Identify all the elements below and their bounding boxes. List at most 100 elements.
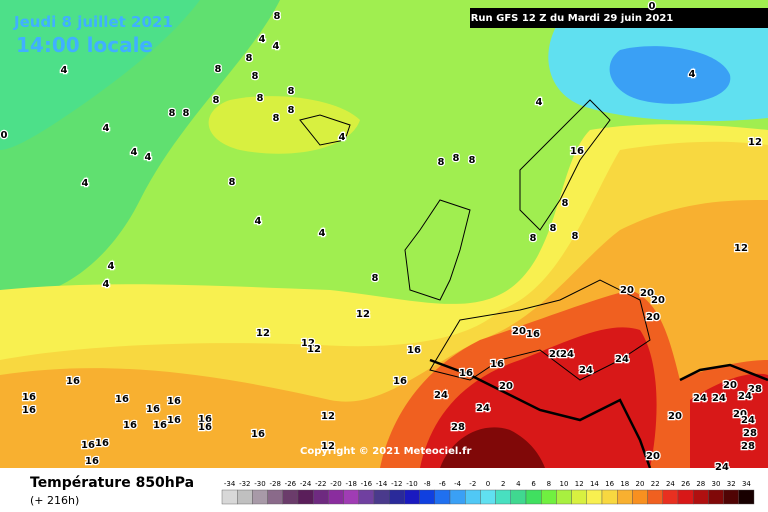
contour-label: 4 (82, 178, 89, 189)
scale-swatch (480, 489, 496, 505)
contour-label: 0 (649, 1, 656, 12)
scale-swatch (601, 489, 618, 505)
contour-label: 28 (743, 428, 757, 439)
time-label: 14:00 locale (16, 33, 153, 57)
scale-swatch (693, 489, 709, 505)
coastline (299, 99, 651, 381)
contour-label: 16 (167, 415, 181, 426)
contour-label: 16 (407, 345, 421, 356)
contour-label: 4 (103, 123, 110, 134)
contour-label: 20 (651, 295, 665, 306)
scale-swatch (586, 489, 603, 505)
contour-label: 16 (85, 456, 99, 467)
scale-swatch (282, 489, 299, 505)
scale-swatch (662, 489, 679, 505)
contour-label: 20 (668, 411, 682, 422)
contour-label: 8 (274, 11, 281, 22)
scale-label: 30 (712, 480, 721, 488)
scale-label: 0 (486, 480, 490, 488)
contour-label: 4 (103, 279, 110, 290)
scale-swatch (297, 489, 314, 505)
warm-patch (208, 96, 360, 154)
contour-label: 16 (490, 359, 504, 370)
contour-label: 4 (108, 261, 115, 272)
scale-swatch (343, 489, 360, 505)
contour-label: 8 (229, 177, 236, 188)
contour-label: 0 (1, 130, 8, 141)
contour-label: 12 (748, 137, 762, 148)
contour-label: 20 (620, 285, 634, 296)
contour-label: 28 (741, 441, 755, 452)
scale-swatch (556, 489, 572, 505)
contour-label: 16 (459, 368, 473, 379)
contour-label: 8 (469, 155, 476, 166)
scale-swatch (510, 489, 527, 505)
contour-label: 24 (560, 349, 574, 360)
scale-label: -6 (439, 480, 447, 488)
scale-swatch (495, 489, 512, 505)
contour-label: 24 (715, 462, 729, 473)
contour-label: 20 (512, 326, 526, 337)
contour-label: 8 (183, 108, 190, 119)
scale-swatch (419, 489, 436, 505)
contour-label: 4 (536, 97, 543, 108)
cool-zone (0, 0, 200, 150)
contour-label: 8 (453, 153, 460, 164)
scale-label: 6 (531, 480, 536, 488)
scale-swatch (373, 489, 390, 505)
contour-label: 16 (526, 329, 540, 340)
contour-label: 8 (562, 198, 569, 209)
contour-label: 16 (66, 376, 80, 387)
scale-label: -32 (239, 480, 250, 488)
scale-label: -26 (285, 480, 297, 488)
scale-swatch (647, 489, 663, 505)
contour-label: 4 (131, 147, 138, 158)
date-label: Jeudi 8 juillet 2021 (13, 13, 173, 31)
scale-label: 14 (590, 480, 599, 488)
contour-label: 16 (393, 376, 407, 387)
cold-core (609, 46, 731, 104)
scale-label: -16 (361, 480, 373, 488)
scale-label: 28 (696, 480, 705, 488)
contour-label: 16 (153, 420, 167, 431)
scale-label: -22 (315, 480, 326, 488)
contour-label: 20 (646, 312, 660, 323)
scale-label: 12 (575, 480, 584, 488)
contour-label: 28 (451, 422, 465, 433)
contour-label: 12 (734, 243, 748, 254)
scale-label: -4 (454, 480, 462, 488)
contour-label: 8 (169, 108, 176, 119)
contour-label: 8 (438, 157, 445, 168)
scale-label: -28 (269, 480, 280, 488)
contour-label: 16 (123, 420, 137, 431)
contour-label: 12 (321, 441, 335, 452)
scale-label: 20 (636, 480, 645, 488)
scale-label: -10 (406, 480, 417, 488)
contour-label: 4 (255, 216, 262, 227)
scale-swatch (313, 489, 329, 505)
contour-label: 12 (307, 344, 321, 355)
contour-label: 20 (646, 451, 660, 462)
scale-label: 4 (516, 480, 521, 488)
contour-label: 12 (256, 328, 270, 339)
contour-label: 20 (733, 409, 747, 420)
scale-swatch (328, 489, 344, 505)
contour-label: 8 (246, 53, 253, 64)
footer-title: Température 850hPa (30, 475, 194, 491)
contour-label: 16 (146, 404, 160, 415)
scale-label: 8 (547, 480, 551, 488)
scale-label: -2 (469, 480, 476, 488)
contour-label: 12 (301, 338, 315, 349)
scale-label: 16 (605, 480, 614, 488)
contour-label: 16 (198, 414, 212, 425)
contour-label: 24 (738, 391, 752, 402)
scale-label: -30 (254, 480, 265, 488)
contour-label: 4 (61, 65, 68, 76)
contour-label: 16 (95, 438, 109, 449)
contour-label: 28 (748, 384, 762, 395)
scale-label: 32 (727, 480, 736, 488)
scale-swatch (617, 489, 633, 505)
contour-label: 16 (251, 429, 265, 440)
scale-swatch (404, 489, 420, 505)
scale-label: -14 (376, 480, 388, 488)
